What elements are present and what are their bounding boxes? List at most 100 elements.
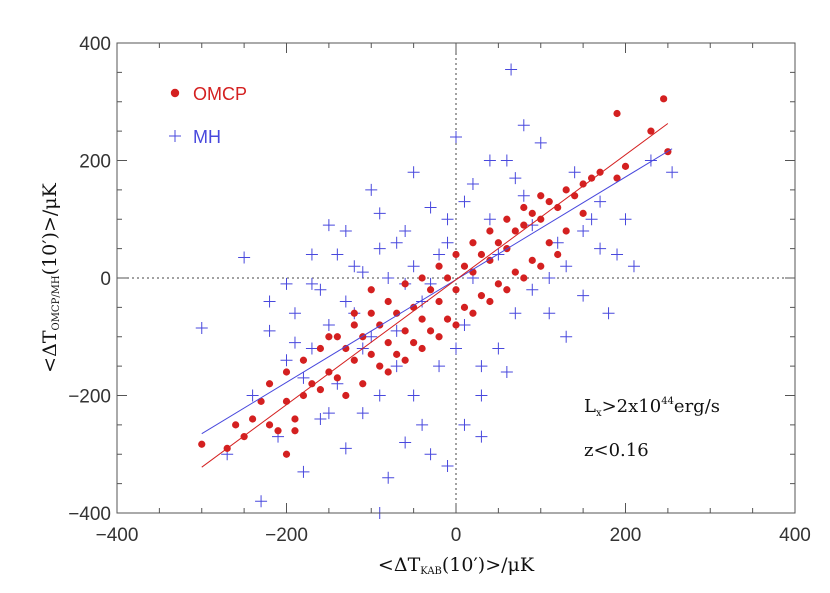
omcp-point [503, 286, 511, 294]
omcp-point [350, 309, 358, 317]
annotation-luminosity: Lx>2x1044erg/s [584, 396, 720, 419]
mh-point [568, 166, 581, 179]
omcp-point [469, 309, 477, 317]
mh-point [238, 251, 251, 264]
mh-point [390, 324, 403, 337]
mh-point [195, 321, 208, 334]
omcp-point [418, 315, 426, 323]
omcp-point [579, 180, 587, 188]
mh-point [373, 207, 386, 220]
mh-point [577, 225, 590, 237]
omcp-point [257, 397, 265, 405]
omcp-point [376, 362, 384, 370]
mh-point [475, 430, 488, 443]
omcp-point [426, 286, 435, 294]
y-axis-label-pre: <ΔT [39, 330, 61, 373]
omcp-point [299, 391, 308, 400]
omcp-point [418, 344, 426, 353]
mh-point [450, 131, 462, 143]
omcp-point [460, 303, 469, 311]
mh-point [483, 213, 496, 226]
omcp-point [621, 162, 630, 170]
mh-point [356, 266, 369, 279]
mh-point [475, 360, 488, 373]
omcp-point [452, 321, 460, 329]
omcp-point [291, 427, 299, 435]
omcp-fit-line [201, 123, 669, 468]
omcp-point [494, 239, 502, 247]
omcp-point [316, 344, 324, 353]
omcp-point [562, 186, 570, 194]
omcp-point [401, 280, 409, 288]
mh-point [263, 295, 276, 308]
omcp-point [232, 421, 240, 429]
ticks-layer: −400 −200 0 200 400 −400 −200 0 200 400 [68, 34, 811, 546]
legend-marker-mh-plus [169, 130, 181, 142]
omcp-point [249, 415, 257, 423]
mh-point [246, 389, 259, 402]
mh-point [475, 389, 488, 402]
legend-label-mh: MH [193, 127, 221, 147]
omcp-point [342, 391, 350, 400]
mh-point [526, 283, 539, 296]
omcp-point [596, 168, 604, 176]
y-tick-label: 400 [79, 34, 111, 55]
omcp-point [545, 239, 553, 247]
mh-point [255, 495, 268, 508]
mh-point [492, 342, 505, 355]
omcp-point [384, 339, 392, 347]
omcp-point [571, 192, 579, 200]
omcp-point [452, 250, 460, 259]
mh-point [365, 330, 378, 343]
x-axis-label-post: (10′)>/μK [442, 554, 535, 576]
mh-point [390, 360, 403, 373]
y-axis-label-sub: OMCP/MH [51, 275, 62, 330]
mh-point [399, 225, 412, 237]
omcp-point [511, 268, 519, 276]
x-tick-label: −200 [265, 525, 308, 546]
mh-point [322, 407, 335, 420]
mh-point [551, 236, 564, 249]
omcp-point [443, 315, 452, 323]
annotation-luminosity-exponent: 44 [661, 396, 674, 407]
omcp-point [342, 344, 350, 353]
mh-point [305, 248, 318, 261]
mh-point [505, 63, 518, 76]
mh-point [433, 360, 446, 373]
mh-point [331, 248, 344, 261]
mh-point [365, 183, 378, 196]
omcp-point [418, 274, 426, 282]
omcp-point [528, 256, 536, 264]
omcp-point [435, 262, 443, 270]
mh-point [314, 413, 327, 425]
omcp-point [520, 274, 528, 282]
omcp-point [401, 327, 409, 335]
mh-point [644, 154, 657, 167]
x-axis-label-sub: KAB [420, 566, 442, 577]
omcp-point [291, 415, 299, 423]
annotation-redshift: z<0.16 [584, 440, 649, 461]
mh-point [348, 260, 361, 273]
annotation-luminosity-threshold: >2x10 [602, 396, 662, 417]
mh-point [458, 195, 471, 208]
mh-point [373, 389, 386, 402]
mh-point [288, 336, 301, 349]
y-tick-label: −200 [68, 387, 111, 408]
y-tick-label: 0 [100, 269, 111, 290]
omcp-point [384, 368, 392, 376]
omcp-point [325, 333, 333, 341]
mh-point [577, 289, 590, 302]
omcp-point [333, 374, 341, 382]
legend-marker-mh [169, 130, 181, 142]
mh-point [517, 119, 530, 132]
mh-point [322, 219, 335, 232]
mh-point [500, 366, 513, 378]
omcp-point [198, 440, 206, 448]
mh-point [382, 272, 395, 284]
omcp-point [537, 192, 545, 200]
mh-point [314, 283, 327, 296]
omcp-point [647, 127, 655, 135]
mh-point [560, 330, 573, 343]
y-tick-label: 200 [79, 152, 111, 173]
mh-point [322, 319, 335, 331]
